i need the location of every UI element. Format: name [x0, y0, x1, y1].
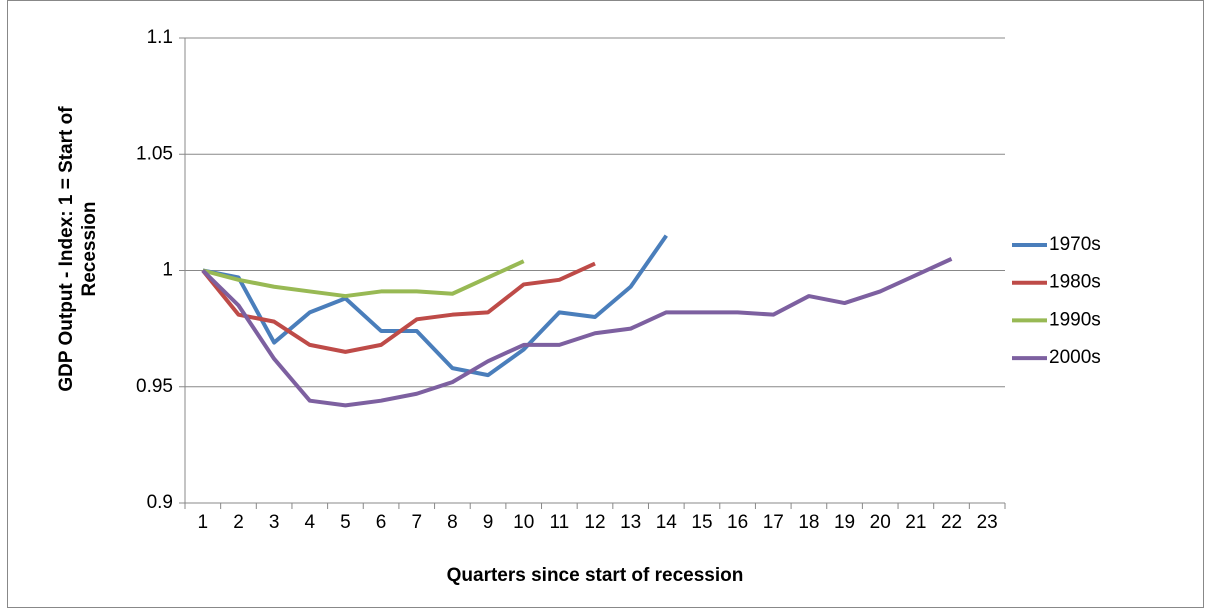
x-tick-label: 16 [727, 512, 748, 533]
y-axis-title: GDP Output - Index: 1 = Start of Recessi… [56, 106, 100, 392]
x-tick-label: 4 [304, 512, 315, 533]
x-axis-title: Quarters since start of recession [447, 565, 744, 586]
legend-label: 2000s [1049, 347, 1101, 368]
series-line [202, 259, 525, 299]
x-tick-label: 10 [513, 512, 534, 533]
x-tick-label: 9 [483, 512, 494, 533]
chart-border [7, 0, 1204, 608]
x-tick-label: 15 [691, 512, 712, 533]
x-tick-label: 20 [870, 512, 891, 533]
x-tick-label: 21 [905, 512, 926, 533]
x-tick-label: 12 [584, 512, 605, 533]
x-tick-label: 2 [233, 512, 244, 533]
series-line [202, 234, 668, 378]
series-line [201, 257, 953, 408]
x-tick-label: 17 [763, 512, 784, 533]
legend-label: 1980s [1049, 272, 1101, 293]
legend-label: 1990s [1049, 309, 1101, 330]
y-tick-label: 1 [162, 260, 173, 281]
x-tick-label: 18 [798, 512, 819, 533]
x-tick-label: 8 [447, 512, 458, 533]
x-tick-label: 5 [340, 512, 351, 533]
x-tick-label: 6 [376, 512, 387, 533]
y-tick-label: 1.05 [136, 143, 173, 164]
x-tick-label: 7 [411, 512, 422, 533]
x-tick-label: 13 [620, 512, 641, 533]
y-tick-label: 0.95 [136, 376, 173, 397]
y-tick-label: 1.1 [147, 27, 173, 48]
x-tick-label: 19 [834, 512, 855, 533]
x-tick-label: 11 [549, 512, 569, 533]
x-tick-label: 23 [977, 512, 998, 533]
x-tick-label: 1 [198, 512, 209, 533]
x-tick-label: 22 [941, 512, 962, 533]
legend-label: 1970s [1049, 234, 1101, 255]
series-line [201, 261, 596, 354]
y-tick-label: 0.9 [147, 492, 173, 513]
x-tick-label: 3 [269, 512, 280, 533]
x-tick-label: 14 [656, 512, 678, 533]
